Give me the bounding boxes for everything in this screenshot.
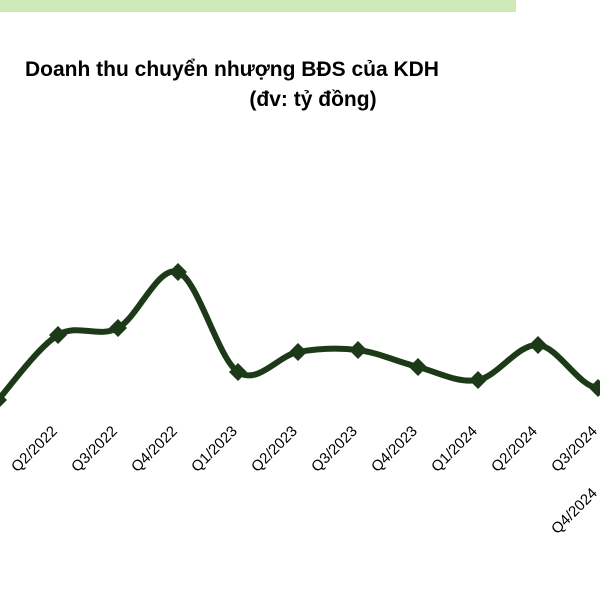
x-tick-label: Q3/2022 xyxy=(68,423,121,476)
marker xyxy=(589,379,600,397)
line xyxy=(0,268,600,403)
chart-subtitle: (đv: tỷ đồng) xyxy=(249,88,376,111)
marker xyxy=(409,358,427,376)
x-tick-label: Q1/2022 xyxy=(0,423,1,476)
chart-title: Doanh thu chuyển nhượng BĐS của KDH xyxy=(25,58,439,81)
x-tick-label: Q4/2022 xyxy=(128,423,181,476)
header-bar xyxy=(0,0,516,12)
marker xyxy=(529,336,547,354)
marker xyxy=(109,319,127,337)
marker xyxy=(49,326,67,344)
x-tick-label: Q1/2024 xyxy=(428,423,481,476)
marker xyxy=(0,393,7,407)
x-tick-label: Q3/2023 xyxy=(308,423,361,476)
marker xyxy=(349,341,367,359)
x-tick-label: Q4/2024 xyxy=(548,485,600,538)
x-tick-label: Q4/2023 xyxy=(368,423,421,476)
marker xyxy=(289,343,307,361)
x-tick-label: Q2/2022 xyxy=(8,423,61,476)
x-tick-label: Q1/2023 xyxy=(188,423,241,476)
marker xyxy=(169,263,187,281)
x-tick-label: Q3/2024 xyxy=(548,423,600,476)
x-tick-label: Q2/2023 xyxy=(248,423,301,476)
marker xyxy=(229,363,247,381)
x-tick-label: Q2/2024 xyxy=(488,423,541,476)
marker xyxy=(469,371,487,389)
